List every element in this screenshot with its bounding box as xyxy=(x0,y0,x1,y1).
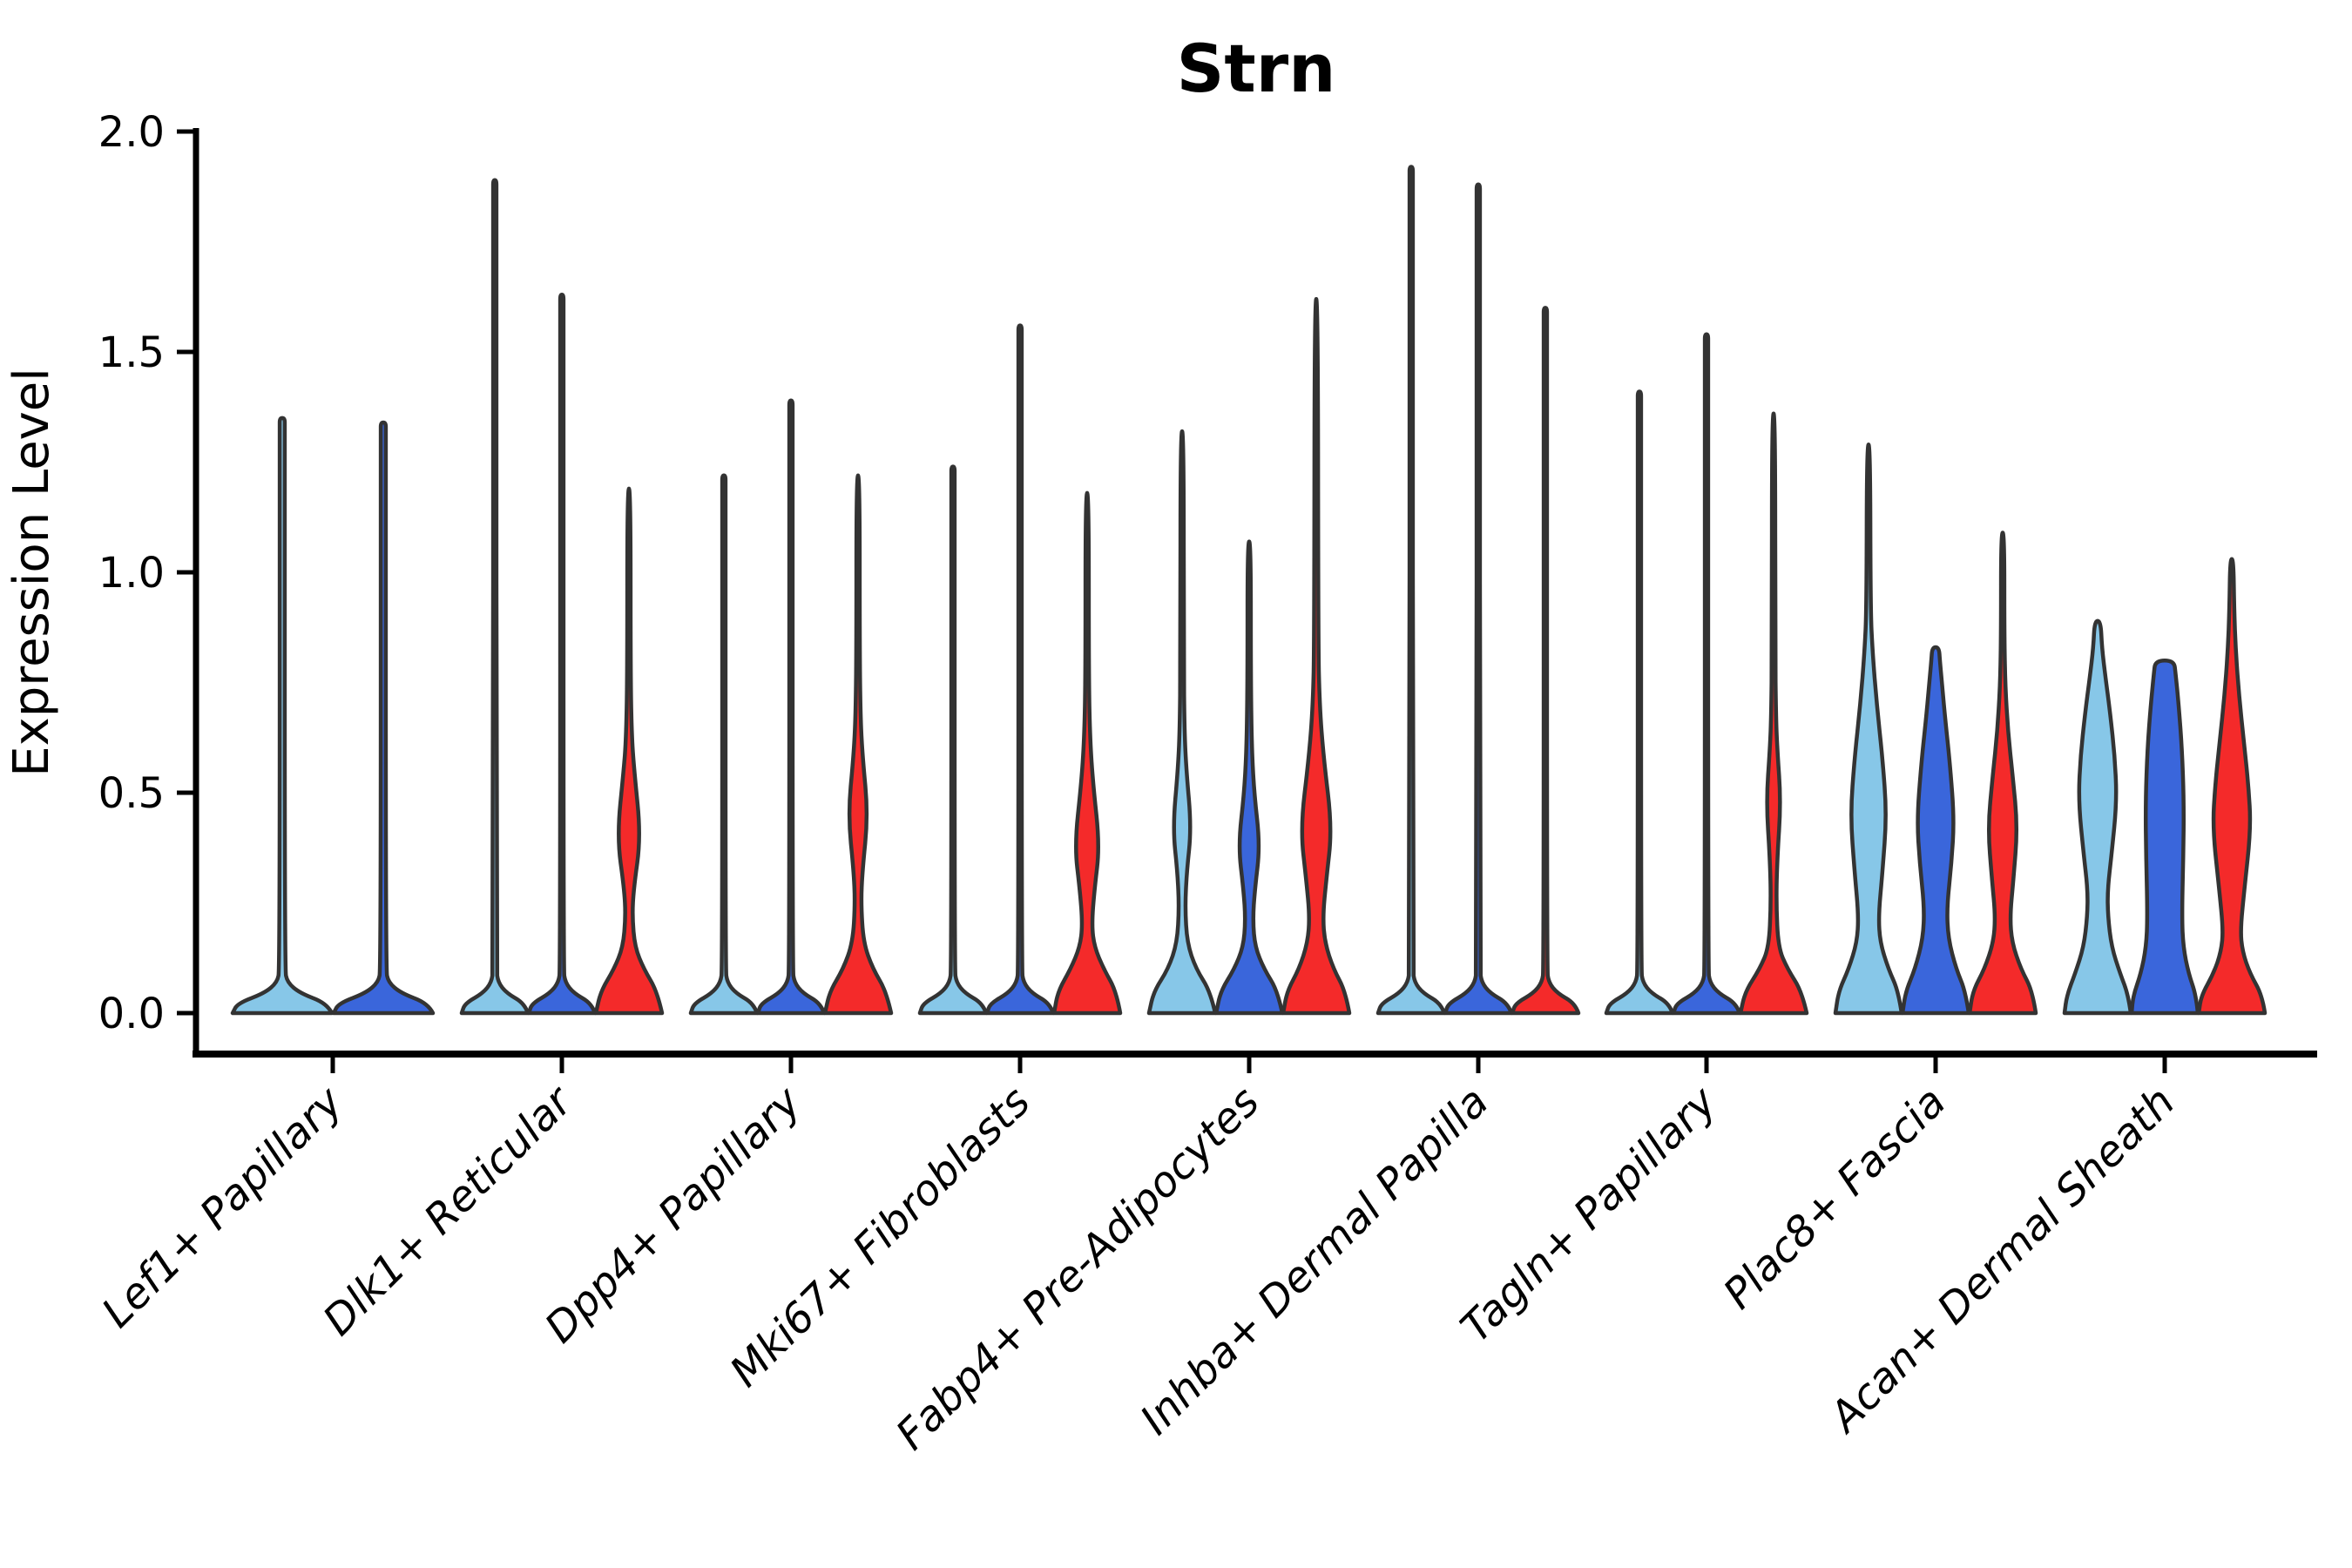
violin-blue xyxy=(755,398,827,1016)
violin-red xyxy=(593,486,665,1016)
x-axis-label: Plac8+ Fascia xyxy=(1714,1078,1956,1319)
violin-skyblue xyxy=(1146,429,1218,1016)
violin-blue xyxy=(984,323,1056,1016)
y-axis-label: Expression Level xyxy=(3,368,60,777)
violin-skyblue xyxy=(1833,443,1904,1016)
violin-skyblue xyxy=(917,464,989,1016)
violin-red xyxy=(822,473,894,1016)
violin-blue xyxy=(1213,539,1285,1016)
violin-skyblue xyxy=(1604,389,1675,1016)
x-axis-label: Dlk1+ Reticular xyxy=(314,1076,584,1346)
violin-red xyxy=(2196,557,2268,1016)
violin-red xyxy=(1281,297,1352,1016)
x-axis-label: Lef1+ Papillary xyxy=(92,1077,353,1337)
violins xyxy=(230,165,2268,1016)
y-tick-label: 1.5 xyxy=(98,328,165,377)
x-axis-label: Fabp4+ Pre-Adipocytes xyxy=(887,1078,1269,1460)
violin-red xyxy=(1738,411,1809,1016)
violin-skyblue xyxy=(230,416,335,1016)
violin-skyblue xyxy=(2062,618,2133,1016)
violin-red xyxy=(1510,306,1581,1016)
violin-blue xyxy=(1900,645,1971,1016)
x-axis-label: Dpp4+ Papillary xyxy=(536,1077,811,1352)
violin-blue xyxy=(1443,182,1514,1016)
violin-red xyxy=(1967,531,2038,1016)
violin-blue xyxy=(331,420,436,1016)
axes: 0.0 0.5 1.0 1.5 2.0 xyxy=(98,108,2317,1073)
y-tick-label: 2.0 xyxy=(98,108,165,157)
violin-red xyxy=(1051,490,1123,1016)
violin-skyblue xyxy=(688,473,760,1016)
y-tick-label: 1.0 xyxy=(98,549,165,598)
violin-skyblue xyxy=(459,178,531,1016)
x-axis-label: Tagln+ Papillary xyxy=(1451,1077,1727,1352)
violin-blue xyxy=(526,292,598,1016)
violin-skyblue xyxy=(1375,165,1447,1016)
y-tick-label: 0.0 xyxy=(98,990,165,1038)
violin-blue xyxy=(1671,332,1742,1016)
violin-blue xyxy=(2129,658,2200,1016)
y-tick-label: 0.5 xyxy=(98,769,165,818)
plot-title: Strn xyxy=(1177,30,1336,107)
